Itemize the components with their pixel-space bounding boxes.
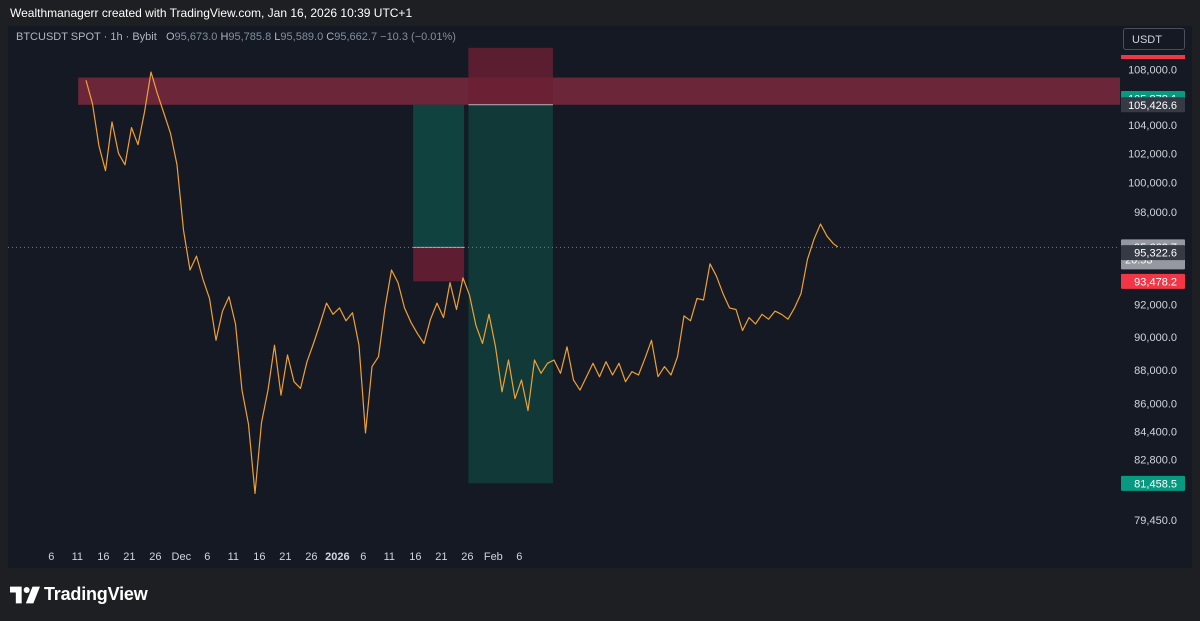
price-series-line (85, 71, 839, 495)
x-tick-label: 26 (305, 551, 317, 563)
y-tick-label: 86,000.0 (1134, 399, 1177, 411)
y-tick-label: 108,000.0 (1128, 64, 1177, 76)
x-tick-label: Dec (172, 551, 192, 563)
y-tick-label: 104,000.0 (1128, 120, 1177, 132)
low-value: 95,589.0 (280, 31, 324, 43)
high-value: 95,785.8 (228, 31, 272, 43)
symbol-name: BTCUSDT SPOT · 1h · Bybit (16, 31, 157, 43)
open-value: 95,673.0 (174, 31, 218, 43)
symbol-info: BTCUSDT SPOT · 1h · Bybit O95,673.0 H95,… (16, 31, 456, 43)
top-bar: Wealthmanagerr created with TradingView.… (0, 0, 1200, 26)
price-label: 81,458.5 (1134, 478, 1177, 490)
currency-button[interactable]: USDT (1123, 28, 1185, 50)
x-tick-label: 6 (204, 551, 210, 563)
price-label-box (1121, 475, 1185, 491)
x-tick-label: Feb (484, 551, 503, 563)
x-tick-label: 26 (149, 551, 161, 563)
y-tick-label: 100,000.0 (1128, 177, 1177, 189)
small-position-loss-zone (413, 247, 465, 282)
x-tick-label: 11 (384, 551, 395, 563)
chart-background (8, 26, 1192, 568)
x-tick-label: 21 (123, 551, 135, 563)
y-tick-label: 84,400.0 (1134, 426, 1177, 438)
price-label: 105,426.6 (1128, 100, 1177, 112)
x-tick-label: 21 (279, 551, 291, 563)
x-tick-label: 6 (48, 551, 54, 563)
tradingview-logo[interactable]: TradingView (10, 584, 148, 605)
x-tick-label: 6 (360, 551, 366, 563)
x-tick-label: 16 (97, 551, 109, 563)
price-label-box (1121, 97, 1185, 113)
y-tick-label: 98,000.0 (1134, 207, 1177, 219)
price-label-box (1121, 245, 1185, 261)
price-label-box (1121, 273, 1185, 289)
y-tick-label: 102,000.0 (1128, 148, 1177, 160)
price-label: 95,322.6 (1134, 248, 1177, 260)
high-label: H (220, 31, 229, 43)
change-value: −10.3 (−0.01%) (380, 31, 456, 43)
x-tick-label: 11 (228, 551, 239, 563)
chart-frame[interactable]: 6 11 16 21 26 Dec 6 11 16 21 26 2026 6 11 16 21 26 Feb 6 10… (8, 26, 1192, 568)
x-tick-label: 26 (461, 551, 473, 563)
open-label: O (165, 31, 175, 43)
y-tick-label: 82,800.0 (1134, 454, 1177, 466)
x-tick-label: 11 (72, 551, 83, 563)
x-tick-label: 2026 (325, 551, 349, 563)
tradingview-brand: TradingView (44, 584, 148, 604)
axis-red-marker (1121, 55, 1185, 59)
footer: TradingView (0, 568, 1200, 621)
price-label: 93,478.2 (1134, 276, 1177, 288)
resistance-zone (78, 77, 1121, 105)
large-position-loss-zone (468, 47, 553, 105)
x-tick-label: 16 (409, 551, 421, 563)
y-tick-label: 92,000.0 (1134, 300, 1177, 312)
large-position-profit-zone (468, 104, 553, 484)
small-position-profit-zone (413, 104, 465, 248)
close-label: C (326, 31, 335, 43)
chart-credit: Wealthmanagerr created with TradingView.… (10, 6, 413, 20)
x-tick-label: 16 (253, 551, 265, 563)
y-tick-label: 79,450.0 (1134, 515, 1177, 527)
y-tick-label: 90,000.0 (1134, 332, 1177, 344)
price-chart[interactable]: 6 11 16 21 26 Dec 6 11 16 21 26 2026 6 11 16 21 26 Feb 6 10… (8, 26, 1192, 568)
x-tick-label: 6 (516, 551, 522, 563)
tradingview-logo-icon (10, 586, 40, 603)
close-value: 95,662.7 (334, 31, 378, 43)
low-label: L (274, 31, 281, 43)
y-tick-label: 88,000.0 (1134, 365, 1177, 377)
x-tick-label: 21 (435, 551, 447, 563)
